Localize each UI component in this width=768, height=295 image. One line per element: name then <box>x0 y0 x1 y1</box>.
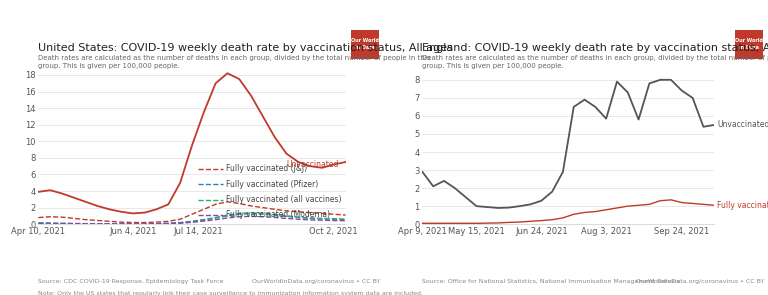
Text: Fully vaccinated (Moderna): Fully vaccinated (Moderna) <box>226 211 330 219</box>
Text: Source: CDC COVID-19 Response, Epidemiology Task Force: Source: CDC COVID-19 Response, Epidemiol… <box>38 279 223 284</box>
Text: Note: Only the US states that regularly link their case surveillance to immuniza: Note: Only the US states that regularly … <box>38 291 423 295</box>
Text: Source: Office for National Statistics, National Immunisation Management Service: Source: Office for National Statistics, … <box>422 279 680 284</box>
Text: Unvaccinated: Unvaccinated <box>286 160 339 169</box>
Text: Our World
in Data: Our World in Data <box>735 38 763 50</box>
Text: Our World
in Data: Our World in Data <box>351 38 379 50</box>
Text: Unvaccinated: Unvaccinated <box>717 120 768 130</box>
Text: Death rates are calculated as the number of deaths in each group, divided by the: Death rates are calculated as the number… <box>38 55 431 68</box>
Text: Fully vaccinated (Pfizer): Fully vaccinated (Pfizer) <box>226 180 318 189</box>
Text: Fully vaccinated (J&J): Fully vaccinated (J&J) <box>226 165 307 173</box>
Text: Death rates are calculated as the number of deaths in each group, divided by the: Death rates are calculated as the number… <box>422 55 768 68</box>
Text: OurWorldInData.org/coronavirus • CC BY: OurWorldInData.org/coronavirus • CC BY <box>252 279 380 284</box>
Text: OurWorldInData.org/coronavirus • CC BY: OurWorldInData.org/coronavirus • CC BY <box>636 279 764 284</box>
Text: Fully vaccinated: Fully vaccinated <box>717 201 768 210</box>
Text: United States: COVID-19 weekly death rate by vaccination status, All ages: United States: COVID-19 weekly death rat… <box>38 43 453 53</box>
Text: Fully vaccinated (all vaccines): Fully vaccinated (all vaccines) <box>226 195 341 204</box>
Text: England: COVID-19 weekly death rate by vaccination status, All ages: England: COVID-19 weekly death rate by v… <box>422 43 768 53</box>
